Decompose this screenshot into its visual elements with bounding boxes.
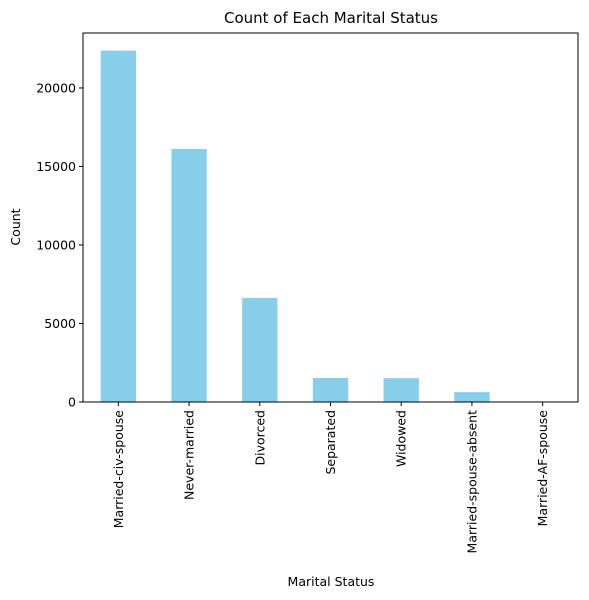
y-tick-label: 20000 xyxy=(36,80,76,95)
x-axis-label: Marital Status xyxy=(288,574,375,589)
y-tick-label: 10000 xyxy=(36,237,76,252)
y-tick-label: 0 xyxy=(68,395,76,410)
x-tick-label: Married-civ-spouse xyxy=(111,410,126,529)
y-axis: 0 5000 10000 15000 20000 xyxy=(36,80,83,410)
x-tick-label: Married-AF-spouse xyxy=(535,410,550,527)
x-tick-label: Divorced xyxy=(252,410,267,466)
bar-widowed xyxy=(383,378,419,402)
bar-never-married xyxy=(171,148,207,402)
bar-divorced xyxy=(242,297,278,402)
x-tick-label: Never-married xyxy=(182,410,197,500)
chart-title: Count of Each Marital Status xyxy=(224,9,438,27)
x-tick-label: Separated xyxy=(323,410,338,475)
x-axis: Married-civ-spouse Never-married Divorced S… xyxy=(111,402,550,553)
bar-married-civ-spouse xyxy=(100,50,137,403)
x-tick-label: Married-spouse-absent xyxy=(464,410,479,554)
bar-separated xyxy=(312,377,349,402)
y-tick-label: 5000 xyxy=(44,316,76,331)
x-tick-label: Widowed xyxy=(394,410,409,467)
bars-group xyxy=(100,50,561,403)
y-tick-label: 15000 xyxy=(36,159,76,174)
bar-married-spouse-absent xyxy=(454,392,490,402)
plot-frame xyxy=(82,32,579,403)
y-axis-label: Count xyxy=(8,208,23,245)
